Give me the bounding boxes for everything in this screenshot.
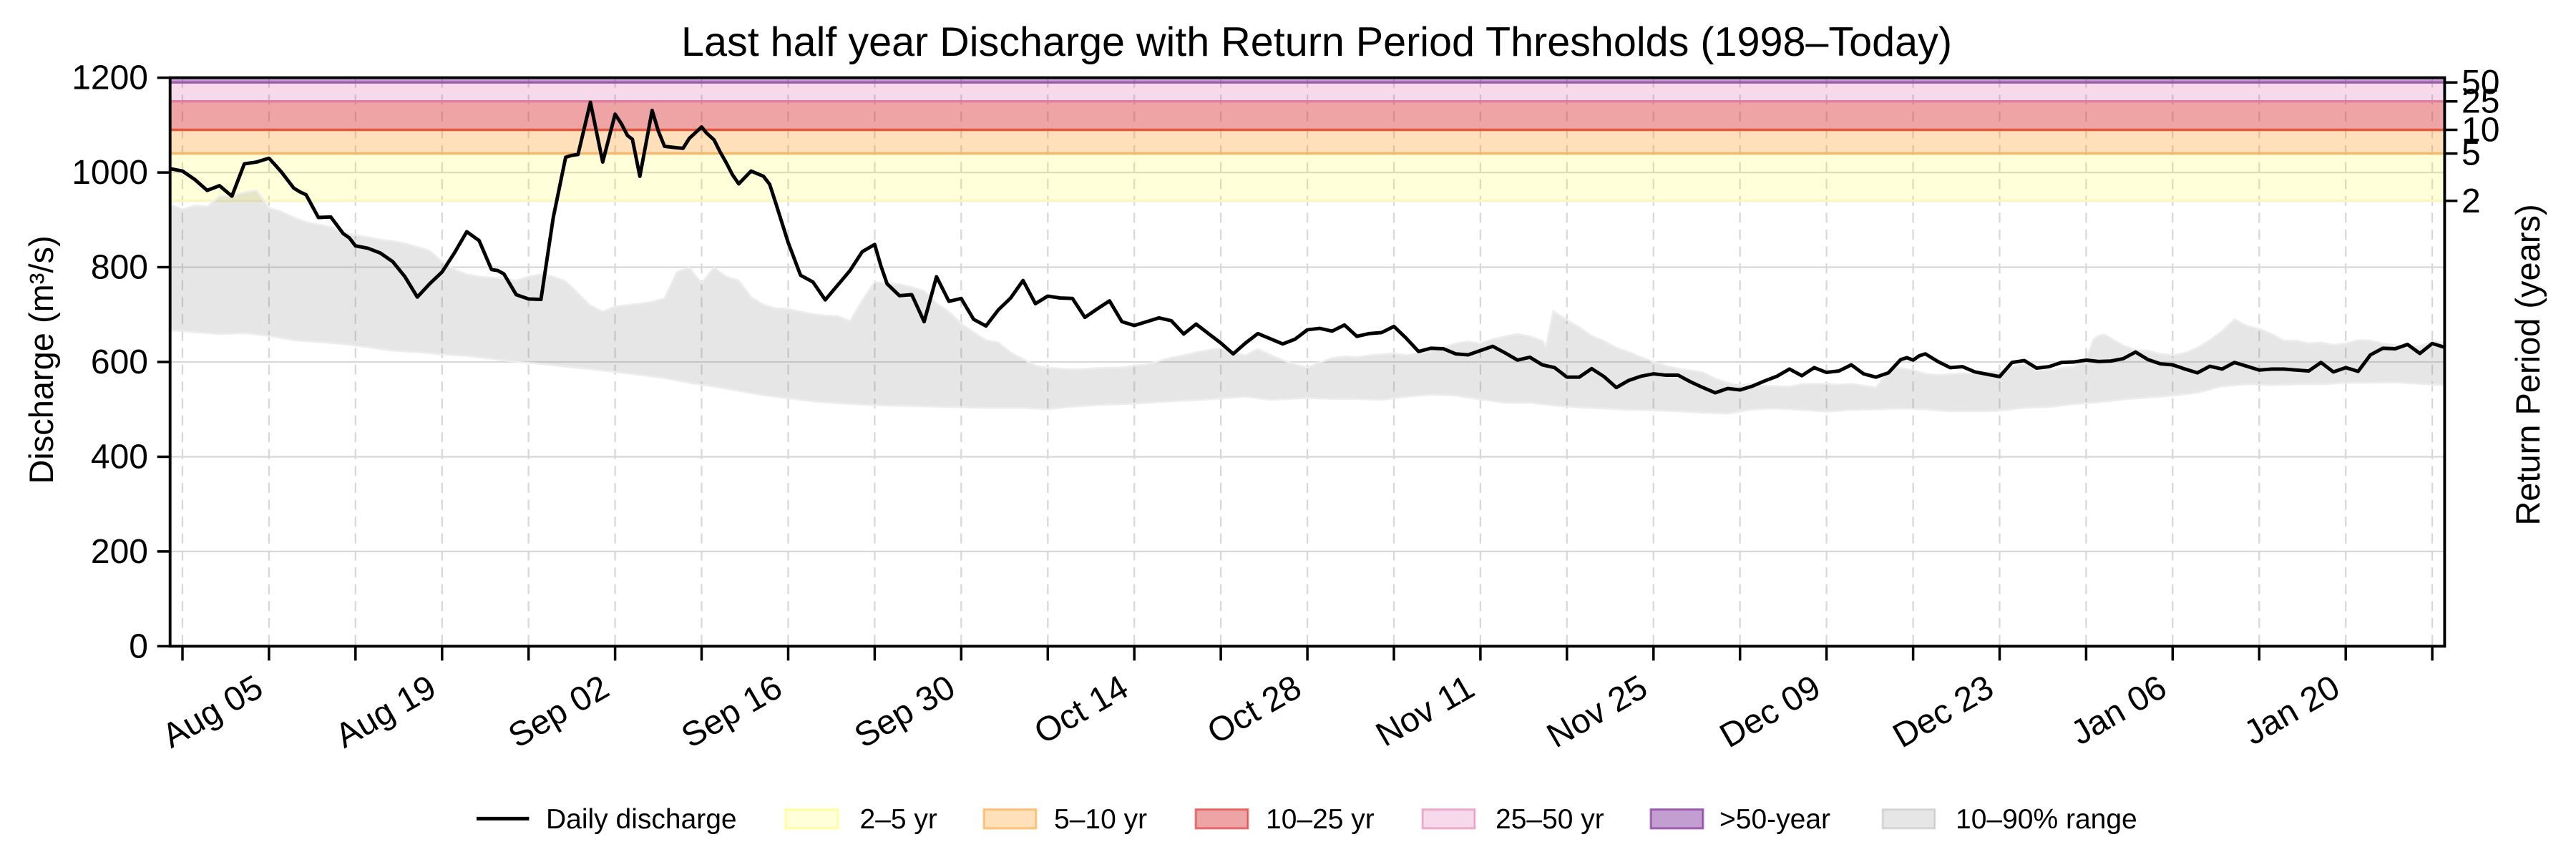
svg-text:1000: 1000 xyxy=(72,154,148,192)
svg-text:1200: 1200 xyxy=(72,59,148,97)
svg-text:800: 800 xyxy=(91,249,148,287)
svg-text:10: 10 xyxy=(2462,112,2499,150)
svg-text:200: 200 xyxy=(91,533,148,571)
svg-text:400: 400 xyxy=(91,439,148,476)
svg-text:5: 5 xyxy=(2462,135,2481,173)
svg-text:2–5 yr: 2–5 yr xyxy=(860,804,937,835)
svg-text:5–10 yr: 5–10 yr xyxy=(1054,804,1147,835)
svg-text:25–50 yr: 25–50 yr xyxy=(1496,804,1604,835)
svg-text:25: 25 xyxy=(2462,83,2499,121)
svg-text:Return Period (years): Return Period (years) xyxy=(2509,204,2547,525)
svg-text:10–25 yr: 10–25 yr xyxy=(1266,804,1375,835)
svg-text:0: 0 xyxy=(129,627,148,665)
svg-text:Discharge (m³/s): Discharge (m³/s) xyxy=(22,235,60,484)
svg-text:50: 50 xyxy=(2462,64,2499,102)
svg-text:Daily discharge: Daily discharge xyxy=(546,804,737,835)
svg-text:10–90% range: 10–90% range xyxy=(1956,804,2137,835)
svg-text:>50-year: >50-year xyxy=(1719,804,1830,835)
svg-text:2: 2 xyxy=(2462,182,2481,220)
svg-text:Last half year Discharge with: Last half year Discharge with Return Per… xyxy=(681,19,1952,65)
svg-text:600: 600 xyxy=(91,343,148,381)
